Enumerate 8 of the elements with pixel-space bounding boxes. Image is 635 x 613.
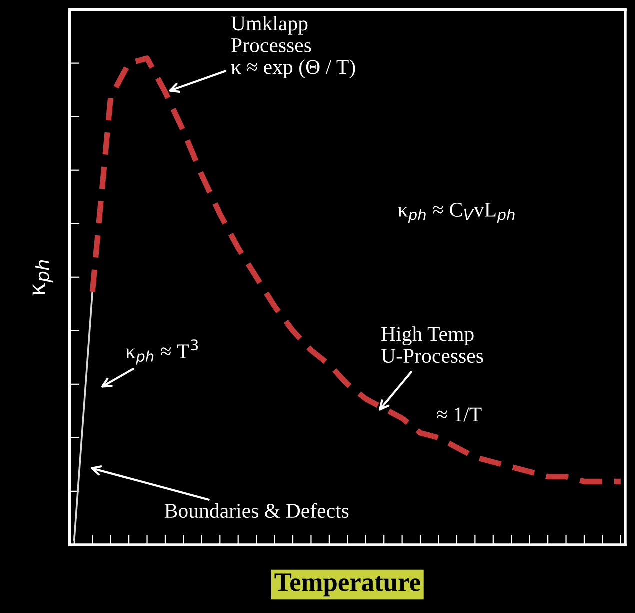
- annotation: κ$_{ph}$ ≈ C$_{V}$vL$_{ph}$: [398, 202, 515, 224]
- x-axis-title: Temperature: [274, 574, 420, 597]
- annotation: Umklapp Processes κ ≈ exp (Θ / T): [231, 16, 356, 78]
- y-axis-title: κ$_{ph}$: [32, 260, 54, 296]
- annotation: High Temp U-Processes: [381, 326, 484, 364]
- annotation: ≈ 1/T: [437, 408, 482, 422]
- annotation: Boundaries & Defects: [164, 503, 349, 518]
- annotation: κ$_{ph}$ ≈ T$^{3}$: [126, 340, 198, 365]
